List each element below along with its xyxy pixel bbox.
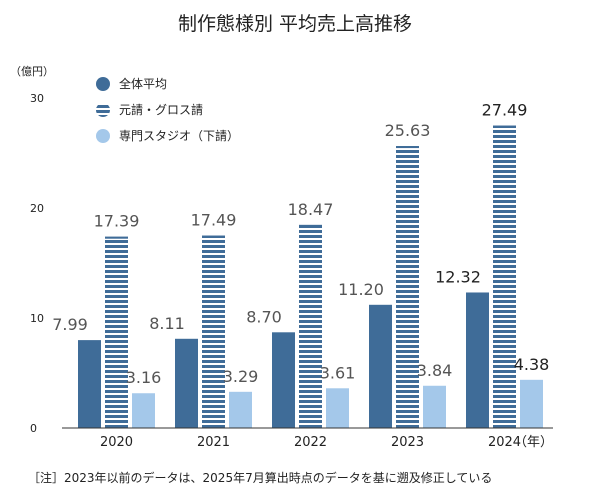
bar-specialist-studio [132,393,155,428]
bar-prime-gross [202,235,225,428]
legend-swatch [96,77,110,91]
bar-specialist-studio [229,391,252,428]
bar-top-edge [105,236,128,239]
bar-top-edge [202,235,225,238]
bar-specialist-studio [326,388,349,428]
data-label: 4.38 [514,355,550,374]
data-label: 7.99 [52,315,88,334]
bar-specialist-studio [520,379,543,428]
data-label: 3.29 [223,367,259,386]
y-axis-unit: （億円） [10,65,54,78]
y-tick-label: 20 [30,202,44,215]
bar-top-edge [299,224,322,227]
data-label: 3.84 [417,361,453,380]
bar-prime-gross [299,224,322,428]
legend-swatch [96,129,110,143]
data-label: 27.49 [482,101,528,120]
data-label: 8.70 [246,307,282,326]
bar-top-edge [493,125,516,128]
data-label: 25.63 [385,121,431,140]
legend-label: 専門スタジオ（下請） [119,129,239,143]
legend-swatch [96,103,110,117]
legend-label: 元請・グロス請 [119,103,203,117]
legend-label: 全体平均 [119,76,167,91]
bar-overall-average [466,292,489,428]
x-axis-unit: （年） [514,435,553,450]
y-tick-label: 10 [30,312,44,325]
x-axis: 2020 2021 2022 2023 2024 [100,435,521,450]
data-label: 3.16 [126,368,162,387]
data-label: 17.39 [94,212,140,231]
data-labels-group: 7.99 17.39 3.16 8.11 17.49 3.29 8.70 18.47 3.61 1… [52,101,549,388]
bar-prime-gross [105,236,128,428]
y-axis: 0 10 20 30 [30,92,44,435]
x-tick-label: 2021 [197,435,230,450]
data-label: 3.61 [320,363,356,382]
data-label: 17.49 [191,211,237,230]
data-label: 11.20 [338,280,384,299]
y-tick-label: 0 [30,422,37,435]
x-tick-label: 2024 [488,435,521,450]
bar-specialist-studio [423,385,446,428]
data-label: 8.11 [149,314,185,333]
bars-group [78,125,543,429]
data-label: 18.47 [288,200,334,219]
footnote: ［注］2023年以前のデータは、2025年7月算出時点のデータを基に遡及修正して… [28,470,492,485]
bar-prime-gross [493,125,516,429]
x-tick-label: 2020 [100,435,133,450]
y-tick-label: 30 [30,92,44,105]
bar-overall-average [369,304,392,428]
bar-overall-average [175,338,198,428]
data-label: 12.32 [435,267,481,286]
bar-top-edge [396,146,419,149]
bar-prime-gross [396,146,419,428]
x-tick-label: 2023 [391,435,424,450]
bar-overall-average [78,340,101,428]
bar-overall-average [272,332,295,428]
x-tick-label: 2022 [294,435,327,450]
chart-title: 制作態様別 平均売上高推移 [178,13,412,35]
